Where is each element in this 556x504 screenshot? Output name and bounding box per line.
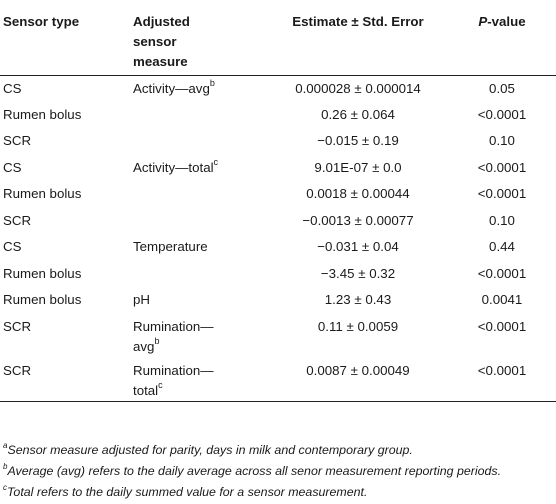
table-row: CS Activity—totalc 9.01E-07 ± 0.0 <0.0001 [0,155,556,182]
header-sensor-type: Sensor type [0,0,130,76]
cell-estimate: 0.000028 ± 0.000014 [295,80,421,96]
cell-estimate: 1.23 ± 0.43 [324,292,392,307]
table-header: Sensor type Adjusted sensor measure Esti… [0,0,556,76]
footnote: cTotal refers to the daily summed value … [3,482,555,503]
footnote-text: Sensor measure adjusted for parity, days… [7,443,413,457]
cell-adjusted-measure: Activity—totalc [130,155,268,182]
measure-text: Temperature [133,239,208,254]
cell-adjusted-measure: Rumination— totalc [130,357,268,402]
cell-adjusted-measure [130,181,268,208]
cell-sensor-type: Rumen bolus [3,106,82,122]
cell-pvalue: 0.05 [489,80,515,96]
table-row: Rumen bolus pH 1.23 ± 0.43 0.0041 [0,287,556,314]
header-pvalue: P-value [448,0,556,76]
table-row: CS Temperature −0.031 ± 0.04 0.44 [0,234,556,261]
footnote-mark: b [3,461,8,471]
cell-sensor-type: CS [3,239,22,254]
measure-footnote-mark: c [213,157,219,168]
cell-estimate: 9.01E-07 ± 0.0 [314,159,402,175]
measure-footnote-mark: b [209,78,215,89]
footnote: aSensor measure adjusted for parity, day… [3,440,555,461]
measure-text: Activity—avg [133,80,210,96]
cell-estimate: −0.0013 ± 0.00077 [302,212,414,228]
cell-estimate: −0.031 ± 0.04 [317,239,399,254]
footnote-text: Total refers to the daily summed value f… [7,485,368,499]
cell-adjusted-measure [130,261,268,288]
cell-adjusted-measure: Temperature [130,234,268,261]
cell-estimate: 0.26 ± 0.064 [321,106,395,122]
cell-adjusted-measure [130,208,268,235]
cell-pvalue: 0.10 [489,133,515,148]
footnote-text: Average (avg) refers to the daily averag… [7,464,502,478]
cell-pvalue: 0.10 [489,212,515,228]
measure-text-line2: total [133,382,159,398]
cell-sensor-type: CS [3,159,22,175]
cell-pvalue: 0.44 [489,239,515,254]
table-row: CS Activity—avgb 0.000028 ± 0.000014 0.05 [0,75,556,102]
cell-sensor-type: Rumen bolus [3,265,82,281]
cell-estimate: 0.0018 ± 0.00044 [306,186,410,201]
header-estimate: Estimate ± Std. Error [268,0,448,76]
cell-estimate: −3.45 ± 0.32 [320,265,396,281]
table-row: SCR Rumination— avgb 0.11 ± 0.0059 <0.0001 [0,314,556,358]
cell-sensor-type: SCR [3,133,32,148]
table-body: CS Activity—avgb 0.000028 ± 0.000014 0.05 Ru… [0,75,556,402]
cell-adjusted-measure [130,128,268,155]
table-row: Rumen bolus 0.26 ± 0.064 <0.0001 [0,102,556,129]
cell-sensor-type: SCR [0,357,130,402]
cell-sensor-type: SCR [3,212,32,228]
measure-footnote-mark: b [154,336,160,347]
cell-pvalue: <0.0001 [477,106,527,122]
header-adjusted-measure: Adjusted sensor measure [130,0,268,76]
cell-adjusted-measure: Rumination— avgb [130,314,268,358]
header-adjusted-line2: sensor [133,34,177,49]
cell-sensor-type: Rumen bolus [3,292,82,307]
table-row: SCR −0.0013 ± 0.00077 0.10 [0,208,556,235]
cell-sensor-type: CS [3,80,22,96]
header-pvalue-rest: -value [487,14,526,29]
results-table: Sensor type Adjusted sensor measure Esti… [0,0,556,402]
cell-adjusted-measure [130,102,268,129]
cell-pvalue: <0.0001 [477,186,527,201]
measure-text: Activity—total [133,159,214,175]
footnote: bAverage (avg) refers to the daily avera… [3,461,555,482]
header-adjusted-line3: measure [133,54,188,69]
measure-text: pH [133,292,150,307]
measure-text: Rumination— [133,362,214,378]
cell-estimate: 0.11 ± 0.0059 [317,318,399,334]
cell-pvalue: <0.0001 [448,357,556,402]
measure-text: Rumination— [133,318,214,334]
cell-estimate: 0.0087 ± 0.00049 [268,357,448,402]
measure-text-line2: avg [133,338,155,354]
cell-sensor-type: SCR [3,318,32,334]
header-pvalue-p: P [478,14,488,29]
cell-adjusted-measure: pH [130,287,268,314]
header-row: Sensor type Adjusted sensor measure Esti… [0,0,556,76]
table-row: SCR Rumination— totalc 0.0087 ± 0.00049 <0.0… [0,357,556,402]
cell-pvalue: <0.0001 [477,265,527,281]
cell-pvalue: <0.0001 [477,318,527,334]
measure-footnote-mark: c [158,380,163,391]
cell-pvalue: <0.0001 [477,159,527,175]
table-row: Rumen bolus 0.0018 ± 0.00044 <0.0001 [0,181,556,208]
table-row: Rumen bolus −3.45 ± 0.32 <0.0001 [0,261,556,288]
footnote-mark: a [3,440,8,450]
table-row: SCR −0.015 ± 0.19 0.10 [0,128,556,155]
cell-pvalue: 0.0041 [481,292,523,307]
cell-adjusted-measure: Activity—avgb [130,75,268,102]
cell-sensor-type: Rumen bolus [3,186,82,201]
table-footnotes: aSensor measure adjusted for parity, day… [3,440,555,503]
header-adjusted-line1: Adjusted [133,14,190,29]
footnote-mark: c [3,482,7,492]
cell-estimate: −0.015 ± 0.19 [317,133,399,148]
